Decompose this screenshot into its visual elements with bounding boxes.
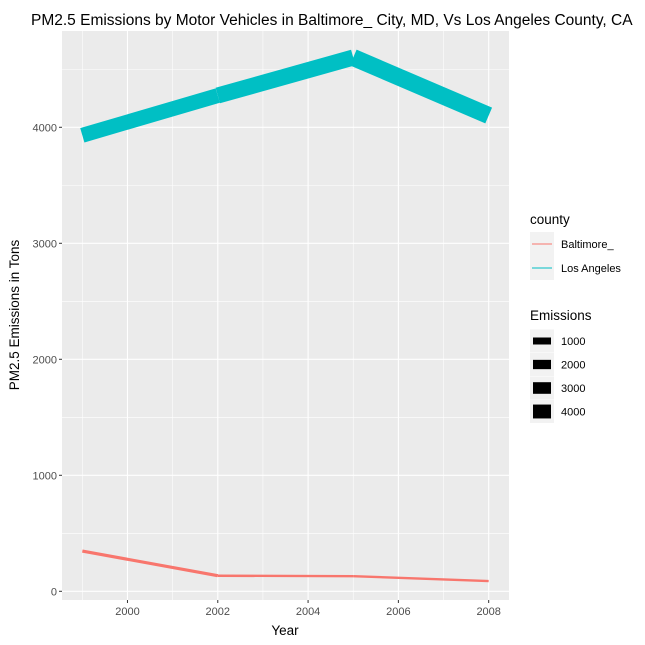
legend-label: 3000	[561, 383, 585, 395]
legend-size-swatch	[533, 382, 551, 394]
series-segment	[349, 49, 493, 124]
legend-label: Baltimore_	[561, 239, 614, 251]
y-axis-ticks: 0 1000 2000 3000 4000	[33, 122, 62, 598]
legend-size-swatch	[533, 359, 551, 370]
y-tick-label: 1000	[33, 470, 57, 482]
series-segment	[353, 574, 489, 583]
y-axis-title: PM2.5 Emissions in Tons	[7, 239, 22, 390]
series-los-angeles	[80, 49, 493, 143]
series-baltimore-	[82, 549, 489, 583]
legend-label: 4000	[561, 407, 585, 419]
legend-label: Los Angeles	[561, 263, 621, 275]
legend-size-title: Emissions	[530, 308, 592, 323]
legend-label: 2000	[561, 360, 585, 372]
legend-color-title: county	[530, 212, 570, 227]
x-axis-ticks: 2000 2002 2004 2006 2008	[115, 600, 501, 618]
legend: county Baltimore_ Los Angeles Emissions 1…	[530, 212, 621, 423]
x-tick-label: 2000	[115, 606, 139, 618]
y-tick-label: 0	[51, 586, 57, 598]
legend-size-swatch	[533, 404, 551, 419]
series-segment	[80, 88, 220, 143]
series-segment	[215, 49, 356, 104]
chart-title: PM2.5 Emissions by Motor Vehicles in Bal…	[31, 12, 633, 29]
series-segment	[82, 549, 219, 578]
x-tick-label: 2008	[476, 606, 500, 618]
x-axis-title: Year	[271, 623, 299, 638]
y-tick-label: 2000	[33, 354, 57, 366]
data-lines	[80, 49, 493, 583]
x-tick-label: 2004	[296, 606, 320, 618]
x-tick-label: 2006	[386, 606, 410, 618]
legend-label: 1000	[561, 336, 585, 348]
x-tick-label: 2002	[206, 606, 230, 618]
major-gridlines	[62, 31, 509, 600]
legend-color-keys: Baltimore_ Los Angeles	[530, 232, 621, 280]
legend-size-swatch	[533, 337, 551, 345]
legend-size-keys: 1000 2000 3000 4000	[530, 329, 585, 423]
y-tick-label: 4000	[33, 122, 57, 134]
y-tick-label: 3000	[33, 238, 57, 250]
